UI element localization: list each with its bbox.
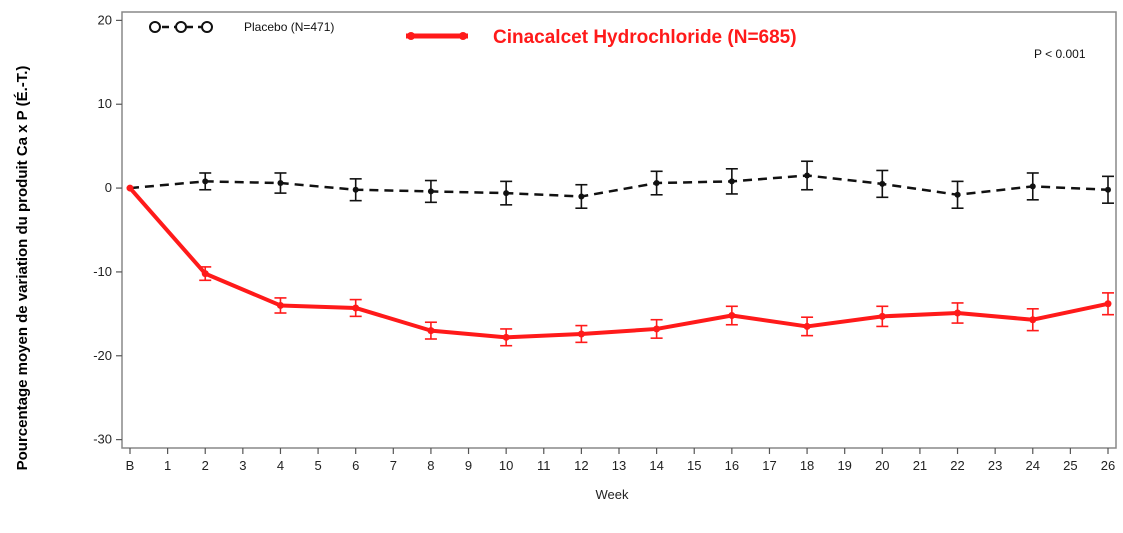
data-point xyxy=(352,186,359,193)
y-axis-ticks: 20 10 0 -10 -20 -30 xyxy=(93,12,122,447)
x-tick-label: 22 xyxy=(950,458,964,473)
data-point xyxy=(1029,316,1037,324)
y-tick-label: 10 xyxy=(98,96,112,111)
x-tick-label: 6 xyxy=(352,458,359,473)
data-point xyxy=(728,312,736,320)
data-point xyxy=(201,270,209,278)
x-tick-label: 16 xyxy=(725,458,739,473)
x-tick-label: 11 xyxy=(537,458,551,473)
x-tick-label: 17 xyxy=(762,458,776,473)
x-tick-label: 3 xyxy=(239,458,246,473)
y-tick-label: 20 xyxy=(98,12,112,27)
plot-frame xyxy=(121,11,1117,449)
data-point xyxy=(728,178,735,185)
data-point xyxy=(503,190,510,197)
data-point xyxy=(954,191,961,198)
data-point xyxy=(954,309,962,317)
x-tick-label: 7 xyxy=(390,458,397,473)
data-point xyxy=(202,178,209,185)
p-value-annotation: P < 0.001 xyxy=(1034,47,1086,61)
legend-cinacalcet-marker xyxy=(459,32,467,40)
x-tick-label: B xyxy=(126,458,135,473)
legend-placebo-marker xyxy=(149,21,161,33)
x-tick-label: 12 xyxy=(574,458,588,473)
y-tick-label: 0 xyxy=(105,180,112,195)
series-line-1 xyxy=(128,186,1109,340)
legend: Placebo (N=471) Cinacalcet Hydrochloride… xyxy=(149,20,797,48)
x-tick-label: 5 xyxy=(314,458,321,473)
data-point xyxy=(1105,186,1111,193)
data-point xyxy=(803,322,811,330)
data-point xyxy=(577,330,585,338)
series-line-0 xyxy=(129,174,1109,198)
data-point xyxy=(427,188,434,195)
x-tick-label: 1 xyxy=(164,458,171,473)
data-point xyxy=(277,180,284,187)
series-layer xyxy=(126,160,1114,347)
x-tick-label: 10 xyxy=(499,458,513,473)
x-tick-label: 20 xyxy=(875,458,889,473)
x-tick-label: 13 xyxy=(612,458,626,473)
data-point xyxy=(1104,300,1112,308)
x-tick-label: 4 xyxy=(277,458,284,473)
data-point xyxy=(352,304,360,312)
legend-cinacalcet-label: Cinacalcet Hydrochloride (N=685) xyxy=(493,27,797,48)
legend-placebo-marker xyxy=(175,21,187,33)
legend-cinacalcet-marker xyxy=(407,32,415,40)
y-tick-label: -30 xyxy=(93,432,112,447)
x-tick-label: 19 xyxy=(837,458,851,473)
x-tick-label: 14 xyxy=(649,458,663,473)
data-point xyxy=(502,333,510,341)
data-point xyxy=(427,327,435,335)
data-point xyxy=(276,301,284,309)
y-tick-label: -10 xyxy=(93,264,112,279)
legend-placebo-label: Placebo (N=471) xyxy=(244,20,334,34)
x-tick-label: 26 xyxy=(1101,458,1115,473)
data-point xyxy=(578,193,585,200)
data-point xyxy=(1029,183,1036,190)
x-axis-title: Week xyxy=(596,487,629,502)
y-tick-label: -20 xyxy=(93,348,112,363)
x-tick-label: 8 xyxy=(427,458,434,473)
x-tick-label: 2 xyxy=(202,458,209,473)
y-axis-title: Pourcentage moyen de variation du produi… xyxy=(14,66,31,471)
x-tick-label: 23 xyxy=(988,458,1002,473)
data-point xyxy=(879,180,886,187)
legend-placebo-marker xyxy=(201,21,213,33)
data-point xyxy=(653,325,661,333)
x-tick-label: 15 xyxy=(687,458,701,473)
data-point xyxy=(878,312,886,320)
data-point xyxy=(653,180,660,187)
x-tick-label: 9 xyxy=(465,458,472,473)
x-tick-label: 25 xyxy=(1063,458,1077,473)
x-axis-ticks: B 1 2 3 4 5 6 7 8 9 10 11 12 13 14 15 16 17 18 19 20 21 22 23 24… xyxy=(126,448,1115,473)
data-point xyxy=(126,184,134,192)
x-tick-label: 21 xyxy=(913,458,927,473)
x-tick-label: 24 xyxy=(1026,458,1040,473)
data-point xyxy=(804,172,811,179)
x-tick-label: 18 xyxy=(800,458,814,473)
